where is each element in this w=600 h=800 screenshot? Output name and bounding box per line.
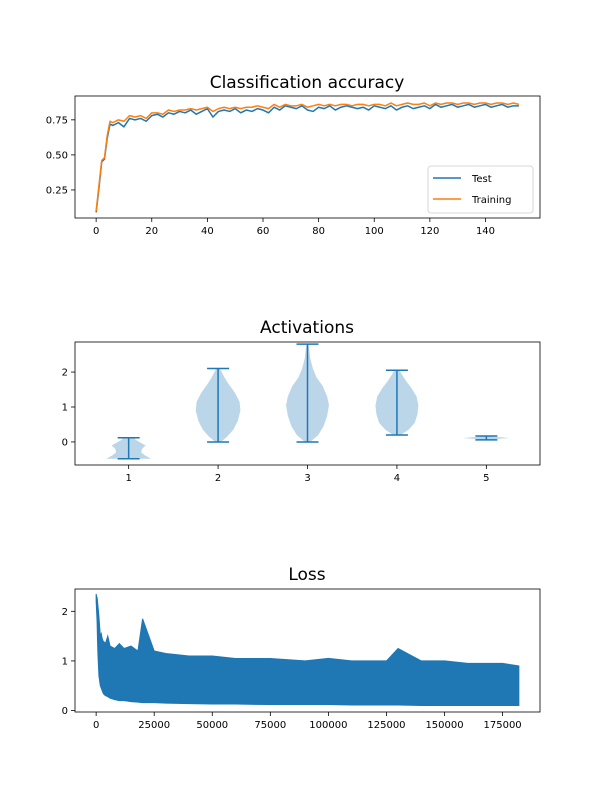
x-tick-label: 175000	[484, 720, 522, 731]
x-tick-label: 60	[257, 226, 270, 237]
y-tick-label: 0	[62, 706, 68, 717]
x-tick-label: 75000	[254, 720, 286, 731]
series-line-training	[95, 102, 520, 212]
loss-panel: Loss 0 25000 50000 75000 100000 125000 150000 1…	[62, 565, 541, 731]
x-tick-label: 40	[201, 226, 214, 237]
loss-title: Loss	[288, 565, 325, 585]
x-tick-label: 80	[312, 226, 325, 237]
accuracy-legend: Test Training	[427, 165, 534, 214]
x-tick-label: 2	[215, 473, 221, 484]
series-line-test	[95, 103, 519, 213]
x-tick-label: 125000	[367, 720, 405, 731]
loss-axes-frame	[74, 588, 541, 713]
y-tick-label: 2	[62, 607, 68, 618]
legend-training-label: Training	[471, 195, 511, 206]
x-tick-label: 25000	[138, 720, 170, 731]
loss-series-band	[95, 593, 520, 707]
accuracy-panel: Classification accuracy 0 20 40 60 80 100 120 1…	[46, 73, 541, 237]
x-tick-label: 4	[394, 473, 400, 484]
x-tick-label: 140	[476, 226, 495, 237]
x-tick-label: 20	[145, 226, 158, 237]
y-tick-label: 2	[62, 368, 68, 379]
x-tick-label: 100000	[309, 720, 347, 731]
x-tick-label: 1	[125, 473, 131, 484]
accuracy-axes-frame	[74, 95, 541, 219]
accuracy-title: Classification accuracy	[210, 73, 405, 93]
activations-panel: Activations 1 2 3 4 5 0 1 2	[62, 318, 541, 484]
x-tick-label: 0	[93, 720, 99, 731]
y-tick-label: 1	[62, 402, 68, 413]
x-tick-label: 5	[483, 473, 489, 484]
y-tick-label: 0.75	[46, 115, 68, 126]
x-tick-label: 0	[93, 226, 99, 237]
x-tick-label: 120	[420, 226, 439, 237]
x-tick-label: 150000	[425, 720, 463, 731]
legend-test-label: Test	[471, 174, 492, 185]
x-tick-label: 3	[304, 473, 310, 484]
y-tick-label: 0.25	[46, 185, 68, 196]
y-tick-label: 0.50	[46, 150, 68, 161]
x-tick-label: 50000	[196, 720, 228, 731]
y-tick-label: 0	[62, 437, 68, 448]
y-tick-label: 1	[62, 656, 68, 667]
x-tick-label: 100	[365, 226, 384, 237]
activations-title: Activations	[260, 318, 354, 338]
